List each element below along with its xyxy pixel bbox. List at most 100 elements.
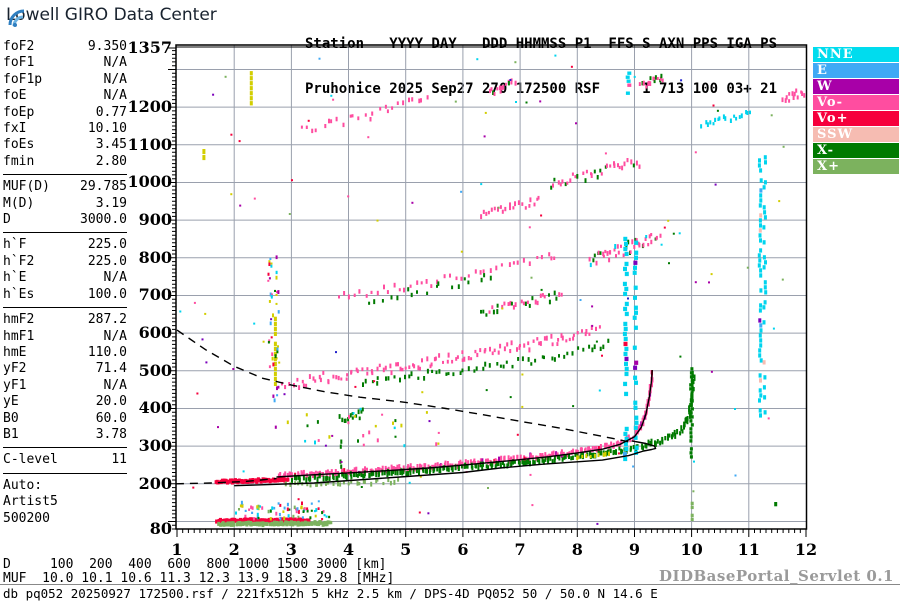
logo-wave-icon — [8, 9, 25, 27]
y-tick-label-80: 80 — [149, 519, 172, 538]
y-tick-label-200: 200 — [138, 473, 172, 493]
legend-item-w: W — [813, 79, 899, 94]
param-label: yF1 — [3, 377, 27, 393]
legend-item-ssw: SSW — [813, 127, 899, 142]
param-value: 225.0 — [87, 253, 127, 269]
param-separator — [3, 307, 127, 309]
parameter-panel: foF2 9.350 foF1 N/A foF1p N/A foE N/A foEp 0.77 fx… — [3, 39, 127, 527]
muf-row: MUF 10.0 10.1 10.6 11.3 12.3 13.9 18.3 2… — [3, 571, 395, 586]
legend-item-x: X+ — [813, 159, 899, 174]
param-row-fxi: fxI 10.10 — [3, 121, 127, 137]
x-tick-label-9: 9 — [628, 540, 641, 559]
param-label: C-level — [3, 452, 58, 468]
param-row-hf: h`F 225.0 — [3, 237, 127, 253]
param-row-fof2: foF2 9.350 — [3, 39, 127, 55]
param-value: 225.0 — [87, 237, 127, 253]
servlet-version: DIDBasePortal_Servlet 0.1 — [658, 567, 894, 585]
param-row-yf1: yF1 N/A — [3, 378, 127, 394]
y-tick-label-600: 600 — [138, 323, 172, 343]
param-label: yF2 — [3, 361, 27, 377]
param-label: foF1p — [3, 71, 43, 87]
legend-item-nne: NNE — [813, 47, 899, 62]
param-row-fof1p: foF1p N/A — [3, 72, 127, 88]
param-label: yE — [3, 394, 19, 410]
param-label: fxI — [3, 121, 27, 137]
param-label: hmE — [3, 344, 27, 360]
param-label: M(D) — [3, 195, 35, 211]
param-row-fof1: foF1 N/A — [3, 55, 127, 71]
legend-item-x: X- — [813, 143, 899, 158]
param-value: 2.80 — [95, 153, 127, 169]
y-tick-label-1200: 1200 — [127, 97, 172, 117]
x-tick-label-5: 5 — [400, 540, 412, 559]
giro-logo[interactable]: Lowell GIRO Data Center — [6, 5, 217, 27]
param-row-yf2: yF2 71.4 — [3, 361, 127, 377]
echo-direction-legend: NNE E W Vo- Vo+ SSW X- X+ — [813, 47, 899, 175]
x-tick-label-4: 4 — [342, 540, 355, 559]
param-row-hf2: h`F2 225.0 — [3, 254, 127, 270]
param-value: 11 — [111, 452, 127, 468]
x-tick-label-7: 7 — [514, 540, 526, 559]
param-value: 3.45 — [95, 137, 127, 153]
param-label: MUF(D) — [3, 179, 50, 195]
curve-muf-transmission-dashed — [176, 329, 635, 444]
param-value: N/A — [103, 55, 127, 71]
axis-ticks — [168, 47, 807, 537]
x-tick-label-6: 6 — [457, 540, 469, 559]
param-label: foF2 — [3, 39, 35, 54]
param-row-mufd: MUF(D) 29.785 — [3, 179, 127, 195]
param-value: N/A — [103, 270, 127, 286]
param-value: 287.2 — [87, 312, 127, 328]
param-row-d: D 3000.0 — [3, 212, 127, 228]
param-value: 29.785 — [80, 179, 127, 195]
param-label: hmF2 — [3, 312, 35, 328]
status-bar: db pq052 20250927 172500.rsf / 221fx512h… — [3, 586, 658, 601]
app-title: Lowell GIRO Data Center — [6, 5, 217, 25]
param-row-b0: B0 60.0 — [3, 411, 127, 427]
param-label: hmF1 — [3, 328, 35, 344]
y-tick-label-1000: 1000 — [127, 172, 172, 192]
x-tick-label-3: 3 — [285, 540, 297, 559]
param-label: foEs — [3, 137, 35, 153]
param-row-foep: foEp 0.77 — [3, 105, 127, 121]
param-label: fmin — [3, 153, 35, 169]
param-value: 60.0 — [95, 410, 127, 426]
param-value: 71.4 — [95, 361, 127, 377]
y-tick-label-1357: 1357 — [127, 38, 172, 57]
param-row-hmf1: hmF1 N/A — [3, 329, 127, 345]
y-tick-label-300: 300 — [138, 436, 172, 456]
param-row-fmin: fmin 2.80 — [3, 154, 127, 170]
y-tick-label-500: 500 — [138, 360, 172, 380]
param-label: foE — [3, 88, 27, 104]
legend-item-vo: Vo- — [813, 95, 899, 110]
param-row-hes: h`Es 100.0 — [3, 287, 127, 303]
grid-lines — [176, 45, 807, 529]
param-separator — [3, 447, 127, 449]
param-row-he: h`E N/A — [3, 270, 127, 286]
param-row-md: M(D) 3.19 — [3, 196, 127, 212]
param-label: B0 — [3, 410, 19, 426]
param-row-ye: yE 20.0 — [3, 394, 127, 410]
x-tick-label-2: 2 — [228, 540, 240, 559]
param-label: B1 — [3, 426, 19, 442]
param-label: D — [3, 212, 11, 228]
param-row-foe: foE N/A — [3, 88, 127, 104]
param-value: N/A — [103, 71, 127, 87]
param-label: h`Es — [3, 286, 35, 302]
y-tick-label-700: 700 — [138, 285, 172, 305]
legend-item-vo: Vo+ — [813, 111, 899, 126]
param-row-foes: foEs 3.45 — [3, 137, 127, 153]
y-tick-label-800: 800 — [138, 247, 172, 267]
param-label: h`E — [3, 270, 27, 286]
autoscaler-info: Auto: Artist5 500200 — [3, 477, 58, 526]
x-tick-label-10: 10 — [680, 540, 703, 559]
x-tick-label-1: 1 — [171, 540, 183, 559]
station-header-line1: Station YYYY DAY DDD HHMMSS P1 FFS S AXN… — [305, 36, 778, 52]
y-tick-label-1100: 1100 — [127, 134, 172, 154]
param-separator — [3, 174, 127, 176]
y-tick-label-400: 400 — [138, 398, 172, 418]
echo-scatter — [179, 54, 806, 528]
param-value: 3.78 — [95, 426, 127, 442]
param-label: foF1 — [3, 55, 35, 71]
param-label: h`F2 — [3, 253, 35, 269]
